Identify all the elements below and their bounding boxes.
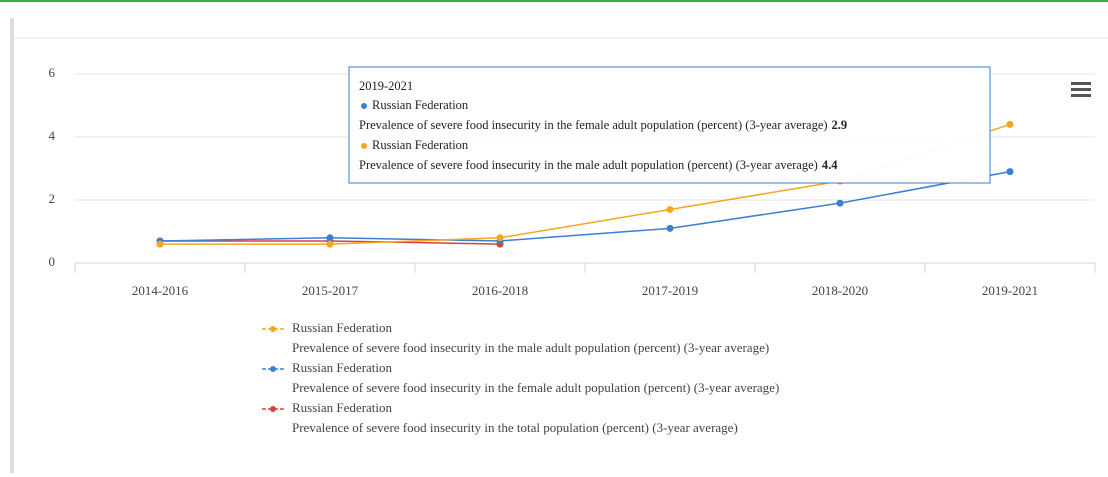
tooltip-line: Prevalence of severe food insecurity in … [359, 118, 847, 132]
legend-name: Russian Federation [292, 400, 393, 415]
side-bar [10, 18, 14, 473]
y-tick-label: 2 [49, 191, 56, 206]
top-border [0, 0, 1108, 2]
tooltip-box [348, 66, 991, 184]
legend-description: Prevalence of severe food insecurity in … [292, 340, 769, 355]
menu-bar [1071, 82, 1091, 85]
menu-bar [1071, 94, 1091, 97]
data-point [496, 234, 504, 242]
data-point [326, 240, 334, 248]
tooltip-description: Prevalence of severe food insecurity in … [359, 118, 828, 132]
menu-icon[interactable] [1071, 82, 1091, 97]
legend-name: Russian Federation [292, 320, 393, 335]
tooltip-name: Russian Federation [372, 98, 469, 112]
x-tick-label: 2016-2018 [472, 283, 528, 298]
data-point [666, 205, 674, 213]
legend: Russian Federation Prevalence of severe f… [262, 320, 779, 435]
menu-bar [1071, 88, 1091, 91]
legend-symbol [270, 326, 276, 332]
tooltip-description: Prevalence of severe food insecurity in … [359, 158, 818, 172]
data-point [1006, 120, 1014, 128]
tooltip: 2019-2021 Russian Federation Prevalence of… [348, 66, 991, 184]
x-tick-label: 2017-2019 [642, 283, 698, 298]
tooltip-value: 4.4 [822, 158, 838, 172]
data-point [666, 224, 674, 232]
tooltip-line: Prevalence of severe food insecurity in … [359, 158, 838, 172]
tooltip-name: Russian Federation [372, 138, 469, 152]
tooltip-bullet [361, 143, 367, 149]
data-point [326, 234, 334, 242]
data-point [1006, 168, 1014, 176]
tooltip-value: 2.9 [832, 118, 848, 132]
legend-description: Prevalence of severe food insecurity in … [292, 420, 738, 435]
data-point [836, 199, 844, 207]
y-tick-label: 6 [49, 65, 56, 80]
tooltip-title: 2019-2021 [359, 79, 413, 93]
legend-symbol [270, 366, 276, 372]
tooltip-bullet [361, 103, 367, 109]
y-tick-label: 4 [49, 128, 56, 143]
legend-name: Russian Federation [292, 360, 393, 375]
x-tick-label: 2014-2016 [132, 283, 189, 298]
y-tick-label: 0 [49, 254, 56, 269]
data-point [156, 240, 164, 248]
x-tick-label: 2018-2020 [812, 283, 868, 298]
x-tick-label: 2019-2021 [982, 283, 1038, 298]
legend-symbol [270, 406, 276, 412]
x-tick-label: 2015-2017 [302, 283, 359, 298]
legend-description: Prevalence of severe food insecurity in … [292, 380, 779, 395]
series-line [159, 170, 1011, 242]
